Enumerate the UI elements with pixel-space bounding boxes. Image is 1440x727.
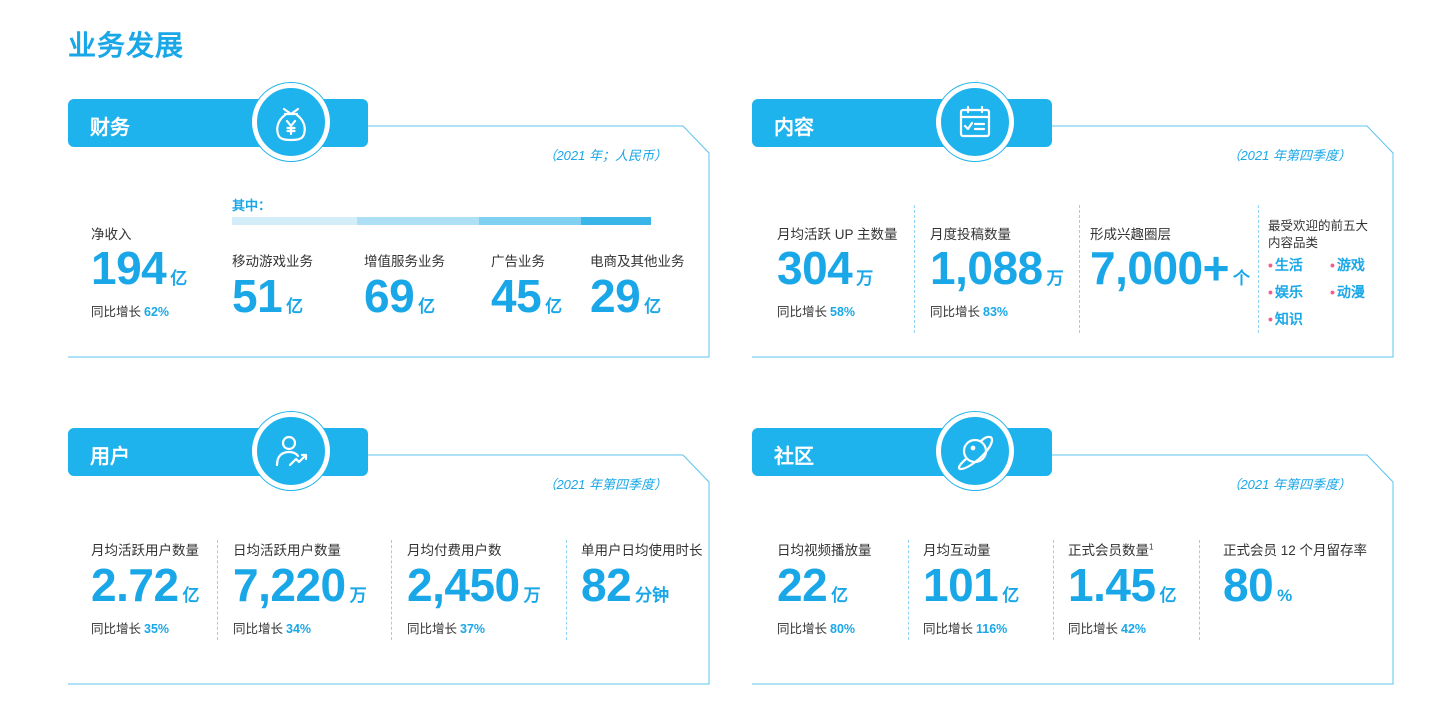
stat-growth: 同比增长 35% [91,622,170,636]
calendar-check-icon [936,83,1014,161]
net-revenue-growth: 同比增长 62% [91,305,170,319]
segment-label: 电商及其他业务 [590,254,685,269]
user-growth-icon [252,412,330,490]
stat-label: 日均活跃用户数量 [233,543,341,558]
divider [1199,540,1200,640]
category-item: • 娱乐 [1268,284,1303,300]
users-panel: 用户 （2021 年第四季度） 月均活跃用户数量 2.72 亿 同比增长 35% 日… [68,412,711,689]
content-panel: 内容 （2021 年第四季度） 月均活跃 UP 主数量 304 万 同比增长 58%… [752,83,1395,360]
categories-label: 最受欢迎的前五大 [1268,219,1369,233]
stat-label: 单用户日均使用时长 [581,543,703,558]
revenue-share-segment [479,217,581,225]
stat-value: 22 亿 [777,559,849,611]
money-bag-yen-icon [252,83,330,161]
stat-growth: 同比增长 83% [930,305,1009,319]
divider [391,540,392,640]
panel-outline [752,125,1394,358]
panel-note: （2021 年第四季度） [543,477,667,492]
footnote-marker: 1 [1149,542,1154,552]
stat-value: 7,220 万 [233,559,367,611]
category-item: • 游戏 [1330,257,1365,273]
stat-growth: 同比增长 116% [923,622,1008,636]
divider [1053,540,1054,640]
panel-outline [68,125,710,358]
stat-label: 正式会员数量1 [1068,542,1154,559]
stat-growth: 同比增长 58% [777,305,856,319]
revenue-share-segment [232,217,357,225]
segment-value: 29 亿 [590,270,662,322]
net-revenue-value: 194 亿 [91,242,188,294]
stat-label: 日均视频播放量 [777,543,872,558]
panel-note: （2021 年；人民币） [543,148,667,163]
divider [1079,205,1080,333]
stat-label: 月均付费用户数 [407,543,502,558]
stat-value: 7,000+ 个 [1090,242,1250,294]
stat-label: 月均活跃 UP 主数量 [777,227,898,242]
stat-label: 正式会员 12 个月留存率 [1223,543,1368,558]
category-item: • 动漫 [1330,284,1365,300]
panel-title: 内容 [774,117,814,139]
stat-growth: 同比增长 42% [1068,622,1147,636]
divider [566,540,567,640]
revenue-share-segment [581,217,651,225]
stat-value: 1.45 亿 [1068,559,1177,611]
stat-label: 月均互动量 [923,543,991,558]
category-item: • 知识 [1268,311,1303,327]
stat-value: 80% [1223,559,1293,611]
categories-label: 内容品类 [1268,236,1319,250]
stat-value: 304 万 [777,242,874,294]
segment-label: 移动游戏业务 [232,254,313,269]
page-title: 业务发展 [68,30,185,61]
panel-title: 用户 [90,446,130,468]
divider [217,540,218,640]
panel-title: 财务 [90,117,130,139]
segment-value: 69 亿 [364,270,436,322]
divider [1258,205,1259,333]
stat-value: 2.72 亿 [91,559,200,611]
panel-outline [752,454,1394,685]
panel-note: （2021 年第四季度） [1227,477,1351,492]
stat-label: 月均活跃用户数量 [91,543,199,558]
breakdown-label: 其中： [232,198,272,213]
community-panel: 社区 （2021 年第四季度） 日均视频播放量 22 亿 同比增长 80% 月均互动… [752,412,1395,689]
divider [914,205,915,333]
planet-icon [936,412,1014,490]
stat-value: 101 亿 [923,559,1020,611]
finance-panel: 财务 （2021 年；人民币） 净收入 194 亿 同比增长 62% 其中： 移动游… [68,83,711,360]
net-revenue-label: 净收入 [91,227,132,242]
stat-label: 月度投稿数量 [930,227,1011,242]
category-item: • 生活 [1268,257,1303,273]
panel-outline [68,454,710,685]
stat-growth: 同比增长 37% [407,622,486,636]
segment-value: 45 亿 [491,270,563,322]
divider [908,540,909,640]
stat-growth: 同比增长 34% [233,622,312,636]
segment-label: 广告业务 [491,254,545,269]
stat-label: 形成兴趣圈层 [1090,227,1171,242]
segment-value: 51 亿 [232,270,304,322]
panel-title: 社区 [774,446,814,468]
segment-label: 增值服务业务 [364,254,445,269]
stat-value: 1,088 万 [930,242,1064,294]
stat-growth: 同比增长 80% [777,622,856,636]
panel-note: （2021 年第四季度） [1227,148,1351,163]
stat-value: 2,450 万 [407,559,541,611]
stat-value: 82 分钟 [581,559,670,611]
revenue-share-segment [357,217,479,225]
